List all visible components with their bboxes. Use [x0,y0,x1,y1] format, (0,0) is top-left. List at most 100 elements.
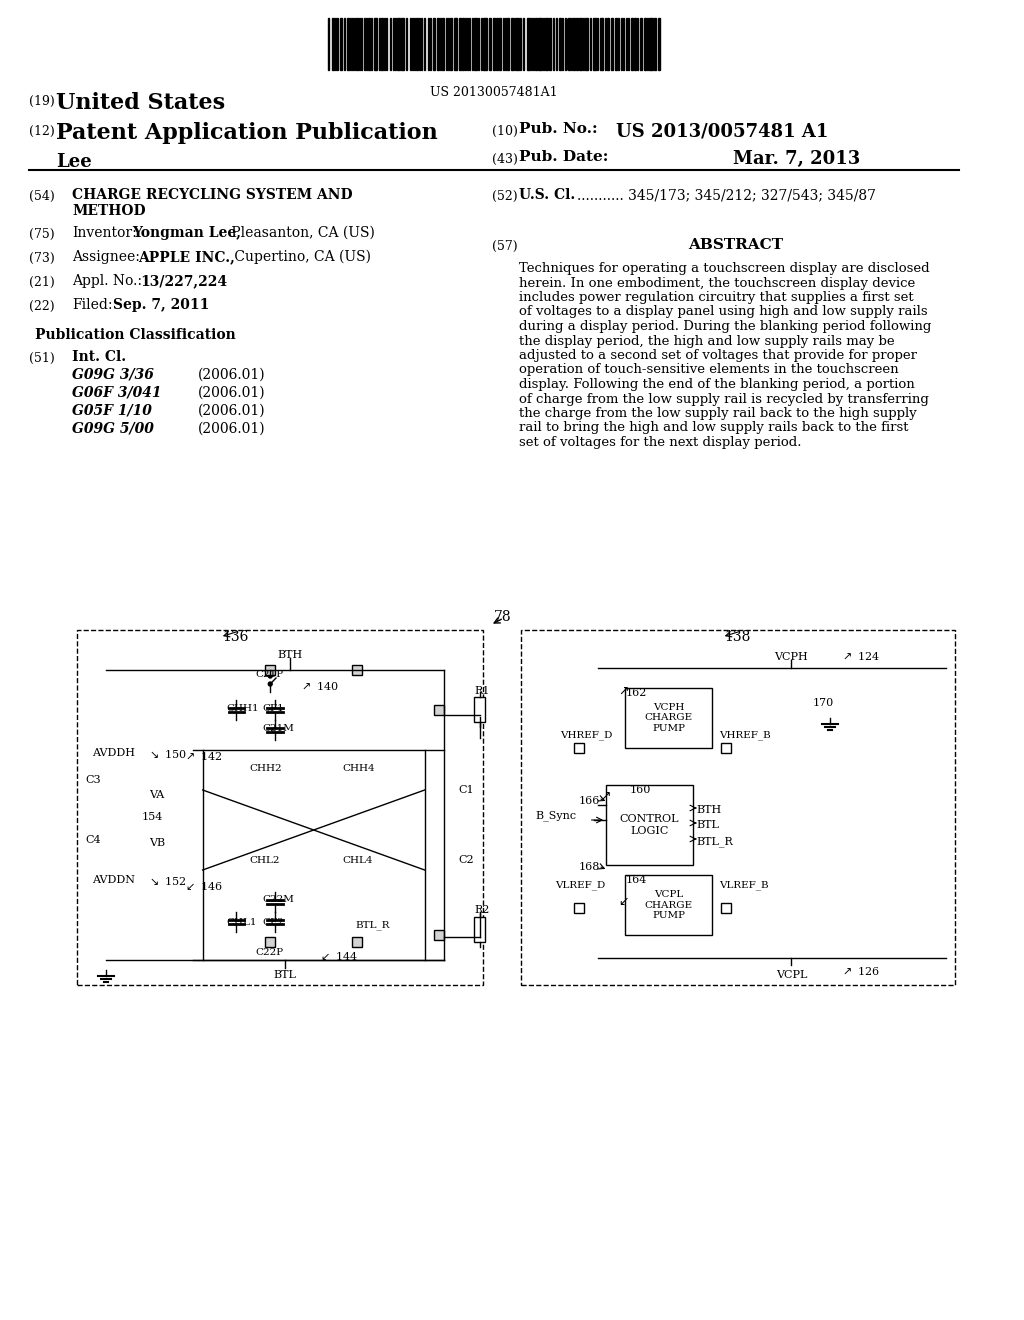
Bar [77,630,482,985]
Bar [521,630,955,985]
Bar [577,18,579,70]
Bar [496,18,498,70]
Text: C22M: C22M [262,895,294,904]
Bar [516,18,519,70]
Bar [437,18,439,70]
Bar [535,18,537,70]
Text: 136: 136 [222,630,249,644]
Text: B_Sync: B_Sync [536,810,577,821]
Bar [634,18,636,70]
Bar [474,697,485,722]
Bar [356,18,358,70]
Bar [381,18,383,70]
Bar [721,903,730,913]
Bar [462,18,464,70]
Text: G09G 3/36: G09G 3/36 [73,368,155,381]
Text: (43): (43) [493,153,518,166]
Text: (73): (73) [29,252,54,265]
Text: CF1: CF1 [262,704,285,713]
Text: 166: 166 [579,796,600,807]
Text: C22P: C22P [256,948,284,957]
Text: AVDDH: AVDDH [92,748,135,758]
Bar [658,18,660,70]
Bar [650,18,653,70]
Text: APPLE INC.,: APPLE INC., [138,249,234,264]
Text: C21M: C21M [262,723,294,733]
Text: METHOD: METHOD [73,205,146,218]
Text: $\nearrow$: $\nearrow$ [615,685,629,698]
Text: Pleasanton, CA (US): Pleasanton, CA (US) [226,226,375,240]
Text: BTL_R: BTL_R [355,920,390,929]
Bar [607,18,609,70]
Bar [574,743,584,752]
Text: G06F 3/041: G06F 3/041 [73,385,162,400]
Text: U.S. Cl.: U.S. Cl. [519,187,575,202]
Bar [265,665,275,675]
Text: US 2013/0057481 A1: US 2013/0057481 A1 [615,121,828,140]
Text: rail to bring the high and low supply rails back to the first: rail to bring the high and low supply ra… [519,421,908,434]
Text: Pub. Date:: Pub. Date: [519,150,608,164]
Text: (51): (51) [29,352,54,366]
Text: 160: 160 [630,785,650,795]
Text: $\nearrow$ 140: $\nearrow$ 140 [299,680,339,692]
Text: CF2: CF2 [262,917,285,927]
Bar [621,18,623,70]
Bar [454,18,456,70]
Text: Techniques for operating a touchscreen display are disclosed: Techniques for operating a touchscreen d… [519,261,930,275]
Text: BTL: BTL [696,820,720,830]
Bar [434,705,444,715]
Text: 13/227,224: 13/227,224 [140,275,227,288]
Bar [442,18,444,70]
Text: of charge from the low supply rail is recycled by transferring: of charge from the low supply rail is re… [519,392,929,405]
Circle shape [268,682,272,686]
Text: $\swarrow$: $\swarrow$ [615,895,629,908]
Text: CHARGE RECYCLING SYSTEM AND: CHARGE RECYCLING SYSTEM AND [73,187,353,202]
Bar [579,18,582,70]
Text: G05F 1/10: G05F 1/10 [73,404,153,418]
Bar [593,18,595,70]
Text: $\searrow$ 150: $\searrow$ 150 [146,748,186,760]
Bar [332,18,334,70]
Bar [631,18,633,70]
Bar [549,18,551,70]
Text: BTL_R: BTL_R [696,836,733,846]
Text: VA: VA [150,789,165,800]
Text: ........... 345/173; 345/212; 327/543; 345/87: ........... 345/173; 345/212; 327/543; 3… [578,187,877,202]
Text: the display period, the high and low supply rails may be: the display period, the high and low sup… [519,334,895,347]
Text: CONTROL
LOGIC: CONTROL LOGIC [620,814,679,836]
Text: $\searrow$ 152: $\searrow$ 152 [146,875,186,887]
Bar [428,18,429,70]
Bar [573,18,575,70]
Text: CHH1: CHH1 [226,704,259,713]
Text: AVDDN: AVDDN [92,875,135,884]
Text: $\swarrow$ 144: $\swarrow$ 144 [318,950,358,962]
Bar [626,875,713,935]
Text: VLREF_D: VLREF_D [555,880,605,890]
Text: Yongman Lee,: Yongman Lee, [132,226,242,240]
Text: Lee: Lee [56,153,92,172]
Text: VCPH
CHARGE
PUMP: VCPH CHARGE PUMP [645,704,693,733]
Bar [450,18,452,70]
Text: CHH2: CHH2 [249,764,282,774]
Bar [352,937,361,946]
Text: (54): (54) [29,190,54,203]
Text: VCPL: VCPL [776,970,807,979]
Bar [559,18,561,70]
Text: Cupertino, CA (US): Cupertino, CA (US) [229,249,371,264]
Text: $\swarrow$ 146: $\swarrow$ 146 [183,880,223,892]
Text: Int. Cl.: Int. Cl. [73,350,127,364]
Text: VHREF_D: VHREF_D [560,730,612,739]
Text: BTH: BTH [696,805,722,814]
Text: Patent Application Publication: Patent Application Publication [56,121,437,144]
Text: (19): (19) [29,95,54,108]
Bar [654,18,656,70]
Text: (57): (57) [493,240,518,253]
Bar [527,18,529,70]
Text: $\nearrow$ 124: $\nearrow$ 124 [840,649,880,663]
Bar [721,743,730,752]
Text: $\nearrow$ 142: $\nearrow$ 142 [183,750,223,762]
Text: 168: 168 [579,862,600,873]
Text: $\nearrow$ 126: $\nearrow$ 126 [840,965,880,977]
Text: Filed:: Filed: [73,298,113,312]
Bar [484,18,487,70]
